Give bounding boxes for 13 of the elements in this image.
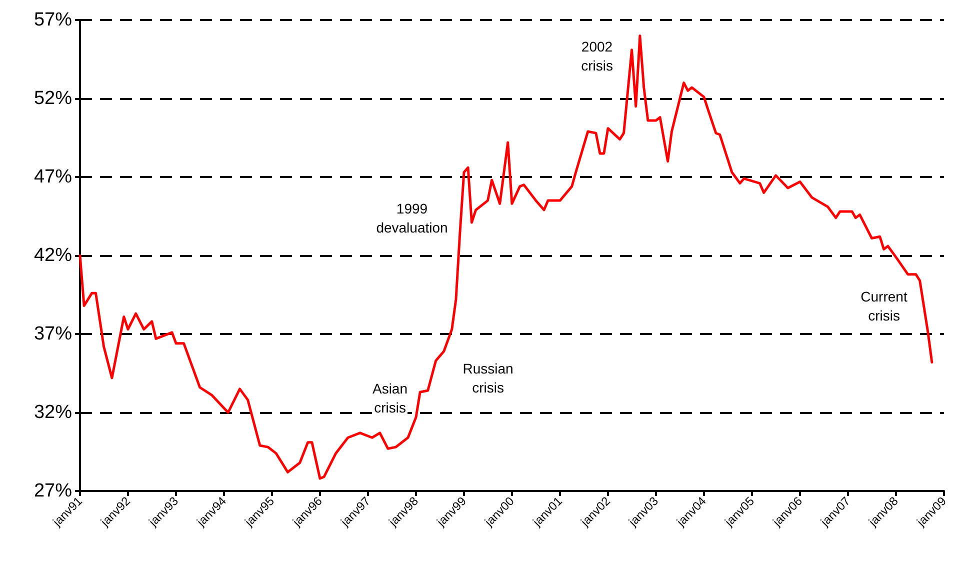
annotation: Asian crisis [372,380,408,416]
y-tick-label: 52% [34,88,72,109]
annotation: 1999 devaluation [376,200,448,236]
line-series [78,34,934,480]
annotation: Russian crisis [462,360,514,396]
y-tick-label: 32% [34,402,72,423]
y-tick-label: 47% [34,166,72,188]
annotation: 2002 crisis [581,38,613,74]
y-tick-label: 27% [34,480,72,502]
y-tick-label: 37% [34,324,72,344]
y-tick-label: 57% [34,10,72,30]
annotation: Current crisis [860,288,908,324]
y-tick-label: 42% [34,245,72,266]
